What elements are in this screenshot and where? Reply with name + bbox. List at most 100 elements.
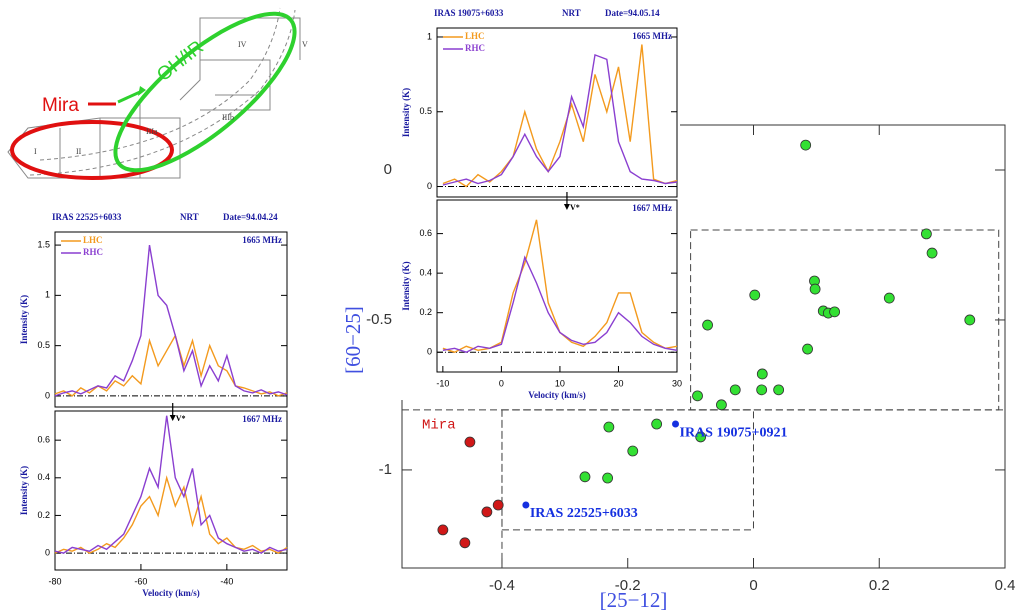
y-tick-label: 1.5 xyxy=(37,239,50,249)
x-tick-label: 10 xyxy=(555,378,565,388)
x-tick-label: 0 xyxy=(499,378,504,388)
x-axis-label: [25−12] xyxy=(600,588,668,612)
x-axis-label: Velocity (km/s) xyxy=(528,390,585,400)
series-label: Mira xyxy=(422,418,456,434)
point xyxy=(829,306,841,318)
spectrum-panel: 0 0.2 0.4 0.6 -80 -60 -40 1667 MHz Intensity (K)… xyxy=(19,403,288,598)
y-tick-label: -0.5 xyxy=(366,311,392,328)
region-labels: I II IIIa IIIb IV V xyxy=(34,40,308,156)
point xyxy=(800,139,812,151)
panel-frame xyxy=(436,27,678,198)
point xyxy=(921,228,932,240)
x-tick-label: -40 xyxy=(220,576,233,586)
track-curve xyxy=(39,7,281,161)
y-axis-label: Intensity (K) xyxy=(401,88,411,137)
frequency-label: 1665 MHz xyxy=(632,31,672,41)
track-box xyxy=(200,59,271,111)
x-tick-label: -0.4 xyxy=(489,577,515,594)
frequency-label: 1665 MHz xyxy=(242,235,282,245)
telescope-label: NRT xyxy=(562,8,581,18)
region-label: II xyxy=(76,147,82,156)
y-tick-label: 0 xyxy=(45,547,50,557)
y-axis-label: Intensity (K) xyxy=(19,295,29,344)
point xyxy=(627,445,639,457)
legend-label: LHC xyxy=(83,235,103,245)
spectra: 0 0.5 1 1.5 LHC RHC 1665 MHz Intensity (K) IRAS … xyxy=(19,8,683,599)
arrow xyxy=(117,90,141,104)
point xyxy=(695,431,707,443)
region-label: IIIa xyxy=(146,127,158,136)
spectrum-panel: 0 0.2 0.4 0.6 -10 0 10 20 30 1667 MHz Intensity (K… xyxy=(401,192,682,400)
y-axis-label: [60−25] xyxy=(341,306,365,374)
x-tick-label: -80 xyxy=(48,576,61,586)
arrow-head xyxy=(138,86,146,96)
y-axis-label: Intensity (K) xyxy=(401,261,411,310)
point xyxy=(602,472,614,484)
y-tick-label: 1 xyxy=(427,31,432,41)
x-tick-label: 0.4 xyxy=(995,577,1016,594)
region-label: V xyxy=(302,40,308,49)
point xyxy=(464,436,476,448)
point xyxy=(809,283,821,295)
x-axis-label: Velocity (km/s) xyxy=(142,588,199,598)
track-box xyxy=(7,117,181,179)
y-tick-label: 0 xyxy=(427,181,432,191)
region-label: I xyxy=(34,147,37,156)
x-tick-label: 0.2 xyxy=(869,577,890,594)
color-color-plot: -0.4 -0.2 0 0.2 0.4 0 -0.5 -1 Mira IRAS 19075+092… xyxy=(341,124,1016,612)
y-tick-label: 0.6 xyxy=(419,228,432,238)
y-tick-label: 0 xyxy=(45,390,50,400)
spectrum-line xyxy=(54,333,288,397)
scatter-chart: -0.4 -0.2 0 0.2 0.4 0 -0.5 -1 Mira IRAS 19075+092… xyxy=(341,124,1016,612)
point xyxy=(702,319,713,331)
point xyxy=(716,399,727,411)
point xyxy=(651,418,663,430)
telescope-label: NRT xyxy=(180,212,199,222)
x-tick-label: -60 xyxy=(134,576,147,586)
stellar-velocity-label: V* xyxy=(176,414,186,423)
region-box xyxy=(501,409,754,531)
point xyxy=(802,343,813,355)
point xyxy=(437,524,449,536)
stellar-velocity-label: V* xyxy=(570,203,580,212)
spectrum-title: IRAS 19075+6033 xyxy=(434,8,504,18)
track-curve xyxy=(29,9,296,176)
spectrum-line xyxy=(442,255,678,353)
point xyxy=(481,506,493,518)
point xyxy=(749,289,761,301)
spectrum-line xyxy=(54,475,288,554)
point xyxy=(692,390,703,402)
date-label: Date=94.05.14 xyxy=(605,8,660,18)
point xyxy=(756,384,768,396)
spectrum-line xyxy=(442,53,678,186)
y-axis-label: Intensity (K) xyxy=(19,466,29,515)
point xyxy=(773,384,785,396)
y-tick-label: 0.5 xyxy=(419,106,432,116)
x-tick-label: -0.2 xyxy=(615,577,641,594)
point xyxy=(522,501,530,509)
y-tick-label: 1 xyxy=(45,290,50,300)
point xyxy=(672,420,680,428)
y-tick-label: 0.4 xyxy=(37,472,50,482)
spectrum-line xyxy=(442,44,678,188)
stellar-velocity-head xyxy=(563,204,570,210)
point xyxy=(883,292,895,304)
legend-label: RHC xyxy=(83,247,103,257)
x-tick-label: 30 xyxy=(672,378,682,388)
frequency-label: 1667 MHz xyxy=(632,203,672,213)
legend-label: RHC xyxy=(465,43,485,53)
region-label: IV xyxy=(238,40,247,49)
point xyxy=(756,368,768,380)
region-box xyxy=(690,229,1000,411)
point xyxy=(492,499,504,511)
y-tick-label: -1 xyxy=(379,461,392,478)
mira-label: Mira xyxy=(42,95,79,116)
spectrum-line xyxy=(54,244,288,397)
legend-label: LHC xyxy=(465,31,485,41)
point-label: IRAS 22525+6033 xyxy=(530,506,638,521)
point-label: IRAS 19075+0921 xyxy=(680,425,788,440)
mira-ellipse xyxy=(10,120,174,180)
ohir-ellipse xyxy=(113,11,297,173)
